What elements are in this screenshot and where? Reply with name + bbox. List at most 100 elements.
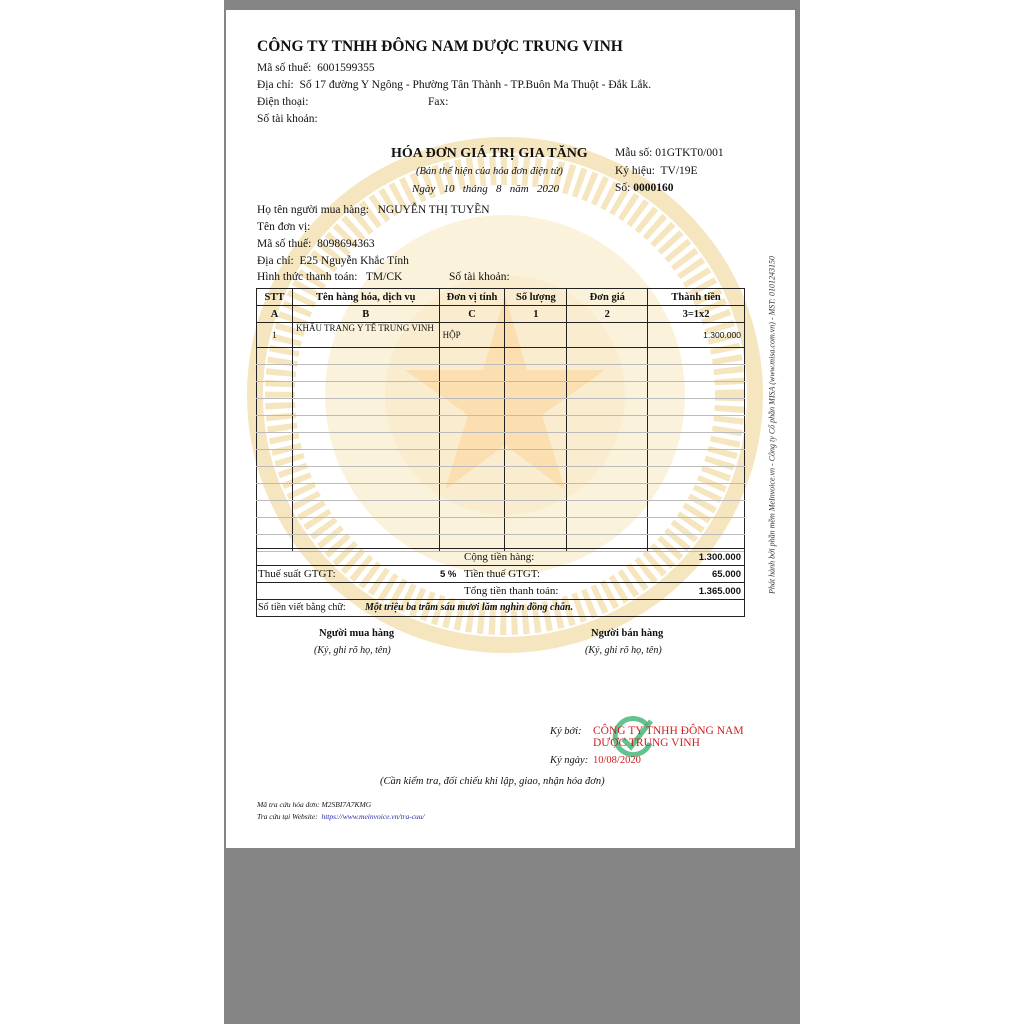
buyer-addr: E25 Nguyễn Khắc Tính (299, 255, 409, 267)
empty-cell (504, 517, 568, 535)
signed-date-label: Ký ngày: (550, 755, 589, 766)
empty-row (256, 415, 745, 433)
total-label: Tổng tiền thanh toán: (464, 585, 559, 597)
empty-cell (566, 500, 649, 518)
empty-row (256, 517, 745, 535)
empty-cell (504, 347, 568, 365)
table-header-row: STT Tên hàng hóa, dịch vụ Đơn vị tính Số… (256, 288, 745, 306)
empty-row (256, 449, 745, 467)
empty-cell (647, 500, 745, 518)
empty-cell (647, 381, 745, 399)
empty-cell (291, 347, 440, 365)
subtotal: 1.300.000 (698, 552, 741, 563)
empty-cell (256, 364, 293, 382)
empty-cell (291, 364, 440, 382)
row-qty (504, 322, 568, 348)
empty-row (256, 466, 745, 484)
empty-cell (256, 483, 293, 501)
empty-cell (566, 364, 649, 382)
empty-cell (438, 347, 506, 365)
lookup-site-link[interactable]: https://www.meinvoice.vn/tra-cuu/ (321, 812, 425, 821)
signed-by-label: Ký bởi: (550, 726, 582, 737)
empty-cell (256, 347, 293, 365)
empty-cell (566, 432, 649, 450)
empty-cell (647, 534, 745, 552)
form-label: Mẫu số: (615, 147, 653, 159)
row-stt: 1 (256, 322, 293, 348)
empty-cell (504, 381, 568, 399)
empty-cell (504, 398, 568, 416)
empty-cell (438, 364, 506, 382)
col-header: Đơn giá (566, 288, 649, 306)
col-header: STT (256, 288, 293, 306)
row-price (566, 322, 649, 348)
empty-cell (566, 466, 649, 484)
buyer-addr-label: Địa chỉ: (257, 255, 294, 267)
empty-cell (566, 347, 649, 365)
amount-in-words: Một triệu ba trăm sáu mươi lăm nghìn đồn… (365, 602, 574, 613)
empty-row (256, 398, 745, 416)
buyer-tax: 8098694363 (317, 238, 375, 250)
vat-amount: 65.000 (711, 569, 741, 580)
signed-by-line2: DƯỢC TRUNG VINH (593, 737, 700, 749)
signed-date: 10/08/2020 (593, 755, 641, 766)
empty-cell (438, 483, 506, 501)
empty-cell (566, 381, 649, 399)
pay-label: Hình thức thanh toán: (257, 271, 358, 283)
seller-phone-label: Điện thoại: (257, 96, 309, 108)
empty-cell (291, 466, 440, 484)
vat-label: Tiền thuế GTGT: (464, 568, 541, 580)
pay-method: TM/CK (365, 271, 403, 283)
form-value: 01GTKT0/001 (655, 147, 724, 159)
empty-row (256, 364, 745, 382)
empty-cell (291, 517, 440, 535)
empty-cell (504, 483, 568, 501)
col-header: Thành tiền (647, 288, 745, 306)
vat-rate: 5 % (440, 569, 457, 580)
lookup-code-label: Mã tra cứu hóa đơn: (257, 800, 320, 809)
subtotal-label: Cộng tiền hàng: (464, 551, 535, 563)
signature-check-icon (612, 716, 653, 758)
empty-cell (256, 398, 293, 416)
symbol-value: TV/19E (660, 165, 698, 177)
buyer-account-label: Số tài khoản: (449, 271, 510, 283)
empty-cell (647, 517, 745, 535)
empty-cell (256, 466, 293, 484)
empty-cell (647, 347, 745, 365)
empty-cell (291, 381, 440, 399)
publisher-note: Phát hành bởi phần mềm MeInvoice.vn - Cô… (767, 256, 777, 594)
table-row: 1 KHẨU TRANG Y TẾ TRUNG VINH HỘP 1.300.0… (256, 322, 745, 348)
buyer-sign-title: Người mua hàng (319, 628, 395, 639)
row-amount: 1.300.000 (647, 322, 745, 348)
seller-sign-hint: (Ký, ghi rõ họ, tên) (585, 645, 662, 656)
empty-cell (256, 415, 293, 433)
empty-cell (438, 449, 506, 467)
empty-cell (291, 500, 440, 518)
empty-cell (438, 398, 506, 416)
empty-cell (291, 415, 440, 433)
empty-cell (256, 381, 293, 399)
words-label: Số tiền viết bằng chữ: (258, 602, 346, 613)
col-code: C (438, 305, 506, 323)
empty-cell (647, 432, 745, 450)
empty-cell (291, 432, 440, 450)
seller-name: CÔNG TY TNHH ĐÔNG NAM DƯỢC TRUNG VINH (257, 38, 623, 55)
invoice-no-label: Số: (615, 182, 631, 194)
empty-row (256, 500, 745, 518)
empty-row (256, 381, 745, 399)
empty-cell (566, 483, 649, 501)
empty-cell (291, 398, 440, 416)
empty-cell (647, 466, 745, 484)
empty-cell (504, 500, 568, 518)
empty-cell (438, 415, 506, 433)
empty-rows (256, 347, 745, 552)
empty-cell (566, 449, 649, 467)
empty-cell (438, 500, 506, 518)
seller-sign-title: Người bán hàng (591, 628, 664, 639)
invoice-subtitle: (Bản thể hiện của hóa đơn điện tử) (416, 166, 563, 177)
empty-cell (647, 364, 745, 382)
col-header: Tên hàng hóa, dịch vụ (291, 288, 440, 306)
empty-cell (256, 432, 293, 450)
empty-cell (647, 449, 745, 467)
buyer-name: NGUYỄN THỊ TUYỀN (377, 204, 490, 216)
